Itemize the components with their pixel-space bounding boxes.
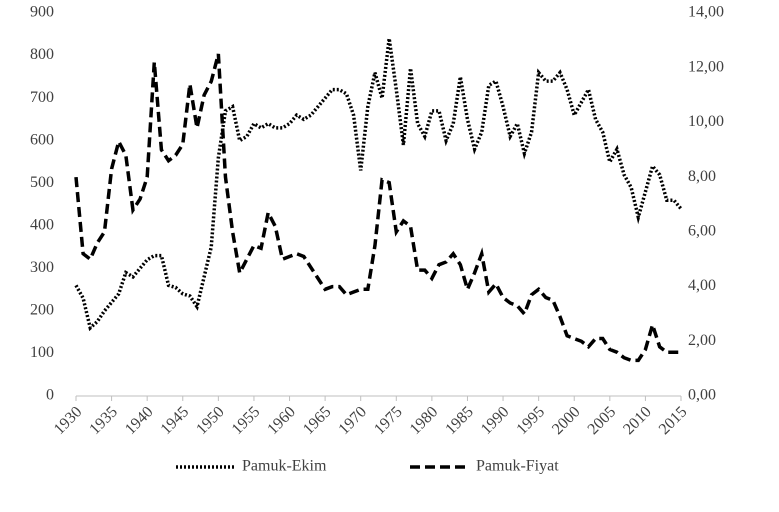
y2-tick-label: 2,00 <box>688 332 716 349</box>
y-tick-label: 0 <box>46 387 54 404</box>
data-line <box>74 53 681 363</box>
x-tick-label: 2000 <box>549 403 584 438</box>
x-tick-label: 1960 <box>264 403 299 438</box>
x-tick-label: 1990 <box>478 403 513 438</box>
y-tick-label: 600 <box>30 131 54 148</box>
x-tick-label: 2015 <box>656 403 691 438</box>
x-tick-label: 1955 <box>229 403 264 438</box>
x-tick-label: 1980 <box>407 403 442 438</box>
x-tick-label: 2010 <box>620 403 655 438</box>
y-tick-label: 100 <box>30 344 54 361</box>
x-tick-label: 1950 <box>193 403 228 438</box>
x-tick-label: 1940 <box>122 403 157 438</box>
legend-label: Pamuk-Fiyat <box>476 458 559 475</box>
legend-label: Pamuk-Ekim <box>242 458 327 475</box>
y2-tick-label: 8,00 <box>688 168 716 185</box>
y-tick-label: 500 <box>30 174 54 191</box>
y-tick-label: 300 <box>30 259 54 276</box>
y2-tick-label: 0,00 <box>688 387 716 404</box>
y-tick-label: 800 <box>30 46 54 63</box>
x-tick-label: 2005 <box>585 403 620 438</box>
y-tick-label: 400 <box>30 216 54 233</box>
y-tick-label: 700 <box>30 89 54 106</box>
x-tick-label: 1995 <box>513 403 548 438</box>
x-tick-label: 1970 <box>335 403 370 438</box>
x-tick-label: 1935 <box>86 403 121 438</box>
y2-tick-label: 14,00 <box>688 4 724 21</box>
x-tick-label: 1930 <box>51 403 86 438</box>
x-tick-label: 1985 <box>442 403 477 438</box>
y2-tick-label: 6,00 <box>688 223 716 240</box>
x-tick-label: 1965 <box>300 403 335 438</box>
x-tick-label: 1945 <box>158 403 193 438</box>
y2-tick-label: 10,00 <box>688 113 724 130</box>
y2-tick-label: 4,00 <box>688 277 716 294</box>
y2-tick-label: 12,00 <box>688 58 724 75</box>
y-tick-label: 900 <box>30 4 54 21</box>
data-line <box>74 38 683 332</box>
x-tick-label: 1975 <box>371 403 406 438</box>
y-tick-label: 200 <box>30 302 54 319</box>
